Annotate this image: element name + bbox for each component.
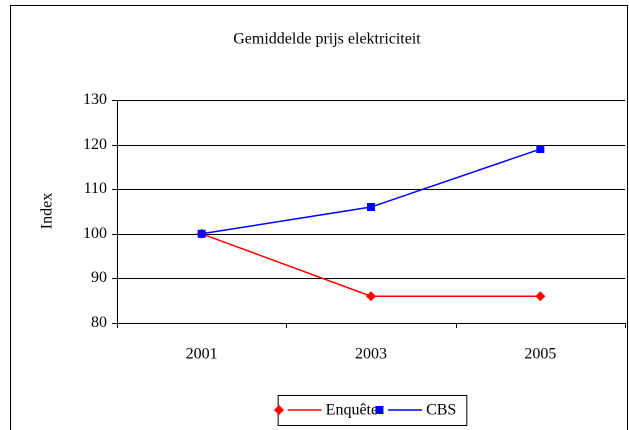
y-tick-label: 90 bbox=[91, 269, 107, 286]
y-tick-label: 130 bbox=[83, 91, 107, 108]
marker bbox=[366, 291, 376, 302]
y-tick-label: 110 bbox=[84, 180, 107, 197]
marker bbox=[375, 406, 384, 414]
marker bbox=[197, 229, 206, 238]
y-tick-label: 100 bbox=[83, 225, 107, 242]
y-axis-label: Index bbox=[39, 193, 56, 229]
legend: Enquête CBS bbox=[277, 395, 468, 426]
legend-label: Enquête bbox=[326, 402, 378, 419]
x-tick-label: 2003 bbox=[355, 346, 387, 363]
marker bbox=[535, 291, 546, 302]
chart-border bbox=[10, 5, 628, 430]
marker bbox=[274, 405, 284, 415]
marker bbox=[367, 203, 375, 212]
chart-title: Gemiddelde prijs elektriciteit bbox=[233, 31, 421, 48]
y-tick-label: 120 bbox=[83, 136, 107, 153]
x-tick-label: 2001 bbox=[186, 346, 218, 363]
y-tick-label: 80 bbox=[91, 314, 107, 331]
x-tick-label: 2005 bbox=[524, 346, 556, 363]
legend-label: CBS bbox=[426, 402, 456, 419]
marker bbox=[536, 145, 545, 154]
